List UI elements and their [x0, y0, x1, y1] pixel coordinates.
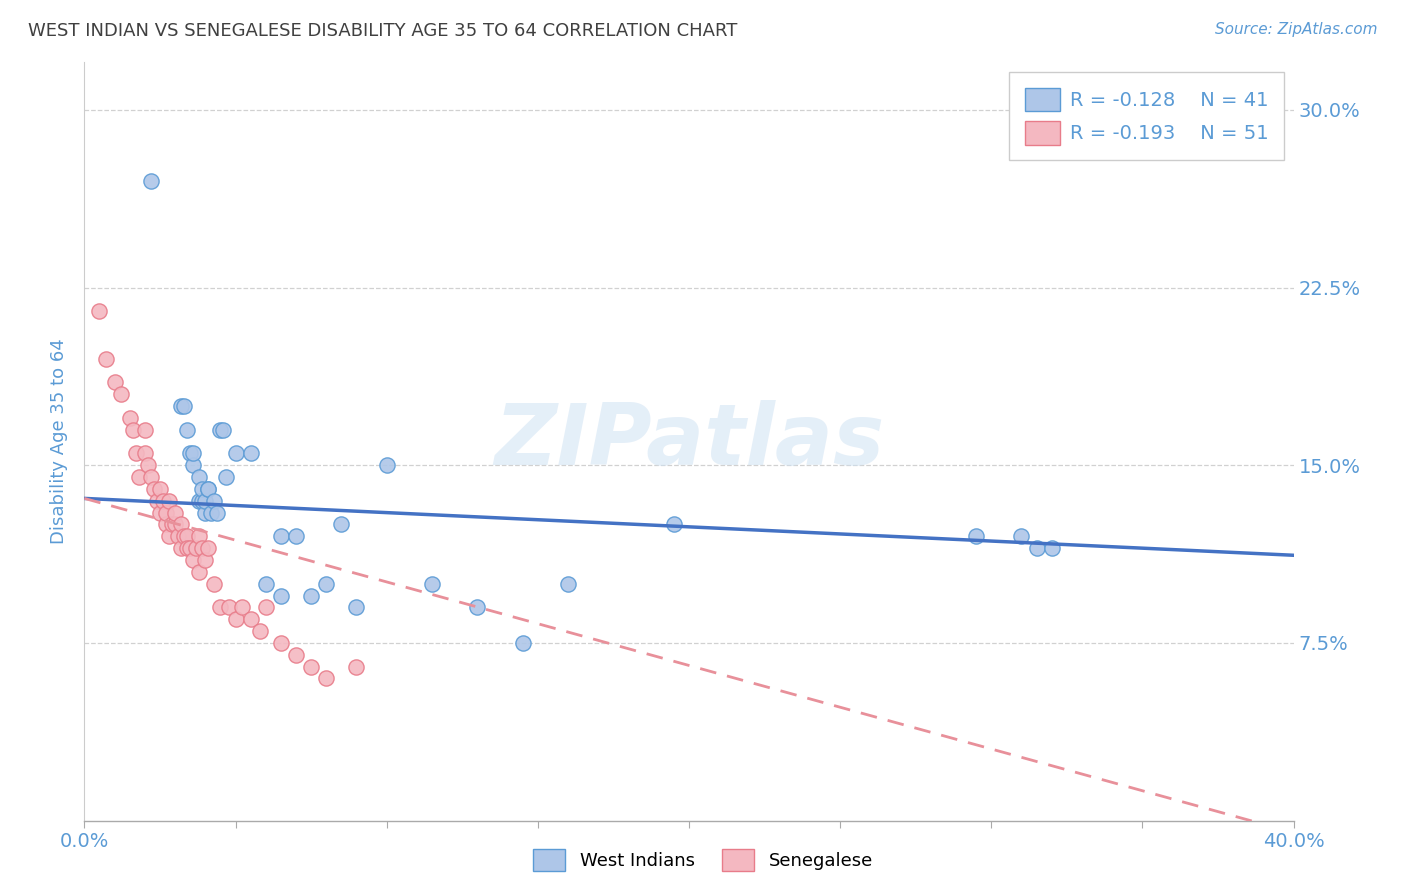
- Point: [270, 636, 292, 650]
- Point: [202, 576, 225, 591]
- Point: [149, 482, 172, 496]
- Point: [176, 541, 198, 556]
- Point: [121, 423, 143, 437]
- Point: [176, 423, 198, 437]
- Point: [191, 493, 214, 508]
- Point: [225, 612, 247, 626]
- Point: [299, 659, 322, 673]
- Point: [194, 553, 217, 567]
- Point: [270, 529, 292, 543]
- Point: [254, 600, 277, 615]
- Point: [191, 482, 214, 496]
- Point: [181, 458, 204, 473]
- Point: [188, 529, 211, 543]
- Legend: R = -0.128    N = 41, R = -0.193    N = 51: R = -0.128 N = 41, R = -0.193 N = 51: [1010, 72, 1284, 161]
- Text: WEST INDIAN VS SENEGALESE DISABILITY AGE 35 TO 64 CORRELATION CHART: WEST INDIAN VS SENEGALESE DISABILITY AGE…: [28, 22, 738, 40]
- Point: [249, 624, 271, 639]
- Point: [197, 482, 219, 496]
- Point: [165, 506, 187, 520]
- Point: [315, 672, 337, 686]
- Point: [231, 600, 253, 615]
- Point: [202, 493, 225, 508]
- Point: [167, 529, 190, 543]
- Point: [209, 600, 232, 615]
- Point: [173, 529, 195, 543]
- Point: [194, 506, 217, 520]
- Point: [285, 529, 308, 543]
- Point: [188, 565, 211, 579]
- Point: [965, 529, 987, 543]
- Point: [157, 529, 180, 543]
- Point: [139, 470, 162, 484]
- Point: [157, 493, 180, 508]
- Point: [181, 553, 204, 567]
- Legend: West Indians, Senegalese: West Indians, Senegalese: [526, 842, 880, 879]
- Point: [212, 423, 235, 437]
- Point: [155, 506, 177, 520]
- Point: [179, 541, 201, 556]
- Point: [218, 600, 240, 615]
- Point: [299, 589, 322, 603]
- Y-axis label: Disability Age 35 to 64: Disability Age 35 to 64: [51, 339, 69, 544]
- Point: [197, 541, 219, 556]
- Point: [149, 506, 172, 520]
- Point: [118, 410, 141, 425]
- Point: [375, 458, 398, 473]
- Point: [155, 517, 177, 532]
- Point: [136, 458, 159, 473]
- Point: [330, 517, 353, 532]
- Point: [186, 541, 208, 556]
- Point: [125, 446, 148, 460]
- Point: [512, 636, 534, 650]
- Point: [197, 482, 219, 496]
- Text: ZIPatlas: ZIPatlas: [494, 400, 884, 483]
- Point: [270, 589, 292, 603]
- Point: [179, 446, 201, 460]
- Point: [191, 541, 214, 556]
- Point: [165, 517, 187, 532]
- Point: [200, 506, 222, 520]
- Point: [152, 493, 174, 508]
- Point: [181, 446, 204, 460]
- Point: [209, 423, 232, 437]
- Point: [146, 493, 169, 508]
- Point: [467, 600, 489, 615]
- Point: [170, 399, 193, 413]
- Point: [346, 659, 368, 673]
- Point: [104, 376, 127, 390]
- Point: [170, 541, 193, 556]
- Point: [346, 600, 368, 615]
- Point: [188, 470, 211, 484]
- Point: [128, 470, 150, 484]
- Point: [285, 648, 308, 662]
- Point: [254, 576, 277, 591]
- Point: [134, 446, 156, 460]
- Point: [662, 517, 685, 532]
- Point: [110, 387, 132, 401]
- Point: [94, 351, 117, 366]
- Point: [557, 576, 579, 591]
- Point: [134, 423, 156, 437]
- Point: [176, 529, 198, 543]
- Point: [188, 493, 211, 508]
- Point: [1040, 541, 1063, 556]
- Point: [139, 174, 162, 188]
- Text: Source: ZipAtlas.com: Source: ZipAtlas.com: [1215, 22, 1378, 37]
- Point: [239, 612, 262, 626]
- Point: [239, 446, 262, 460]
- Point: [215, 470, 238, 484]
- Point: [315, 576, 337, 591]
- Point: [89, 304, 111, 318]
- Point: [170, 517, 193, 532]
- Point: [1011, 529, 1033, 543]
- Point: [207, 506, 229, 520]
- Point: [225, 446, 247, 460]
- Point: [173, 399, 195, 413]
- Point: [1025, 541, 1047, 556]
- Point: [420, 576, 443, 591]
- Point: [160, 517, 183, 532]
- Point: [194, 493, 217, 508]
- Point: [142, 482, 165, 496]
